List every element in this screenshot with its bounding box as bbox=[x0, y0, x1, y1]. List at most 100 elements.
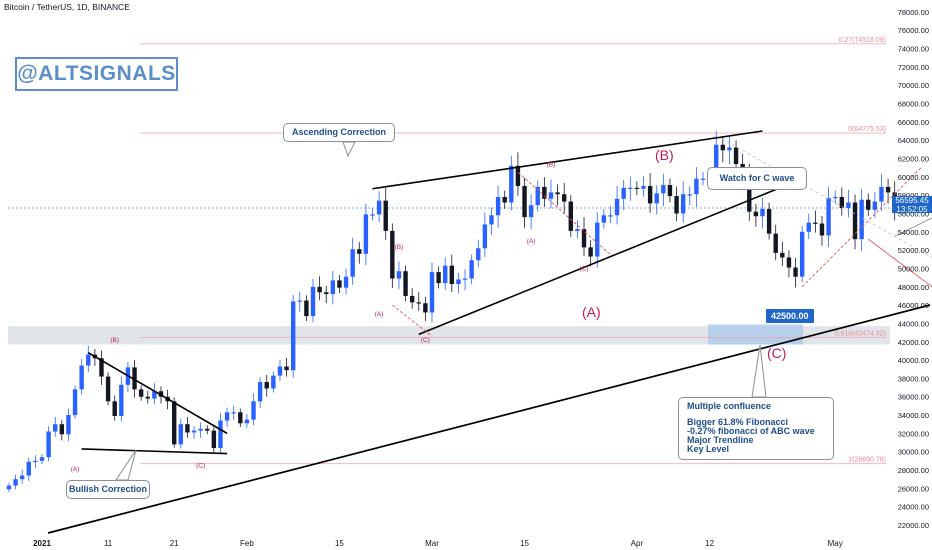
watch-c-wave-callout[interactable]: Watch for C wave bbox=[707, 167, 807, 190]
y-tick-label: 70000.00 bbox=[898, 81, 929, 90]
candle-body bbox=[799, 231, 805, 277]
candle-body bbox=[390, 230, 395, 279]
candle-body bbox=[456, 279, 461, 285]
target-zone-box bbox=[708, 324, 803, 345]
axes: 22000.00 24000.00 26000.00 28000.00 30000.00… bbox=[33, 8, 929, 548]
bullish-correction-callout[interactable]: Bullish Correction bbox=[66, 480, 150, 499]
candle-body bbox=[205, 428, 210, 431]
candle-body bbox=[515, 165, 521, 186]
y-tick-label: 66000.00 bbox=[898, 118, 929, 127]
candle-body bbox=[595, 222, 600, 257]
candle-body bbox=[443, 265, 448, 284]
candle-body bbox=[753, 211, 759, 217]
candle-body bbox=[403, 271, 408, 296]
candle-body bbox=[641, 185, 646, 189]
candle-body bbox=[509, 165, 514, 203]
candle-body bbox=[846, 202, 851, 208]
candle-body bbox=[793, 267, 798, 277]
ascending-correction-callout[interactable]: Ascending Correction bbox=[283, 123, 395, 142]
candle-body bbox=[211, 430, 217, 449]
fib-level-label: 0.27(74518.09) bbox=[839, 37, 886, 44]
candle-body bbox=[297, 300, 302, 302]
wave-label-small: (C) bbox=[580, 265, 589, 272]
candle-body bbox=[105, 376, 111, 402]
candle-body bbox=[59, 424, 65, 435]
y-tick-label: 58000.00 bbox=[898, 191, 929, 200]
y-tick-label: 40000.00 bbox=[898, 356, 929, 365]
y-tick-label: 62000.00 bbox=[898, 155, 929, 164]
y-tick-label: 38000.00 bbox=[898, 374, 929, 383]
y-tick-label: 34000.00 bbox=[898, 411, 929, 420]
candle-body bbox=[469, 260, 474, 279]
y-tick-label: 32000.00 bbox=[898, 429, 929, 438]
candle-body bbox=[33, 460, 38, 463]
candle-body bbox=[66, 415, 71, 435]
candle-body bbox=[482, 224, 488, 249]
candle-body bbox=[99, 358, 104, 377]
candle-body bbox=[522, 185, 527, 218]
candle-body bbox=[780, 252, 785, 258]
wave-label-small: (B) bbox=[110, 337, 119, 344]
live-price: 56595.45 bbox=[895, 196, 929, 205]
candle-body bbox=[145, 396, 150, 399]
candle-body bbox=[158, 391, 164, 397]
candle-body bbox=[628, 187, 633, 190]
confluence-callout-pointer bbox=[751, 344, 767, 398]
confluence-line: Bigger 61.8% Fibonacci bbox=[687, 417, 789, 427]
candle-body bbox=[416, 302, 421, 304]
candle-body bbox=[601, 215, 607, 223]
y-tick-label: 68000.00 bbox=[898, 100, 929, 109]
candle-body bbox=[324, 292, 329, 295]
candle-body bbox=[819, 223, 825, 236]
x-tick-label: Apr bbox=[631, 539, 644, 548]
confluence-line: -0.27% fibonacci of ABC wave bbox=[687, 426, 815, 436]
wave-label-small: (A) bbox=[527, 238, 536, 245]
candle-body bbox=[680, 194, 686, 214]
candle-body bbox=[661, 185, 666, 194]
target-price-tag[interactable]: 42500.00 bbox=[765, 308, 815, 324]
candle-body bbox=[694, 178, 699, 195]
candle-body bbox=[53, 424, 58, 432]
y-tick-label: 30000.00 bbox=[898, 448, 929, 457]
candle-body bbox=[218, 420, 223, 449]
candle-body bbox=[370, 214, 375, 216]
candle-body bbox=[251, 401, 256, 420]
major-trendline bbox=[47, 304, 931, 534]
candle-body bbox=[555, 192, 560, 195]
candle-body bbox=[257, 382, 263, 402]
candle-body bbox=[826, 197, 831, 236]
candle-body bbox=[634, 187, 640, 190]
confluence-callout[interactable]: Multiple confluence Bigger 61.8% Fibonac… bbox=[678, 397, 834, 460]
y-tick-label: 48000.00 bbox=[898, 283, 929, 292]
candle-body bbox=[852, 202, 858, 240]
abc-dash-1 bbox=[392, 304, 433, 337]
candle-body bbox=[476, 248, 481, 261]
y-tick-label: 60000.00 bbox=[898, 173, 929, 182]
candle-body bbox=[528, 205, 534, 218]
candle-body bbox=[786, 257, 792, 268]
projection-down-arrow bbox=[867, 238, 932, 288]
candle-body bbox=[747, 176, 752, 212]
candle-body bbox=[19, 475, 25, 480]
y-tick-label: 44000.00 bbox=[898, 319, 929, 328]
candle-body bbox=[284, 366, 289, 371]
candle-body bbox=[760, 208, 765, 217]
candle-body bbox=[72, 389, 78, 416]
candle-body bbox=[581, 229, 587, 248]
candle-body bbox=[191, 430, 197, 433]
candle-body bbox=[172, 401, 177, 445]
candle-body bbox=[429, 272, 435, 313]
chart-title: Bitcoin / TetherUS, 1D, BINANCE bbox=[4, 2, 130, 12]
candle-body bbox=[357, 249, 362, 254]
candle-body bbox=[548, 192, 554, 199]
y-tick-label: 28000.00 bbox=[898, 466, 929, 475]
ascending-correction-lower-line bbox=[418, 183, 790, 336]
trendlines bbox=[47, 130, 932, 534]
candle-body bbox=[568, 201, 573, 231]
y-tick-label: 74000.00 bbox=[898, 45, 929, 54]
candle-body bbox=[290, 301, 296, 371]
candle-body bbox=[185, 424, 190, 433]
y-tick-label: 46000.00 bbox=[898, 301, 929, 310]
candle-body bbox=[304, 300, 309, 317]
